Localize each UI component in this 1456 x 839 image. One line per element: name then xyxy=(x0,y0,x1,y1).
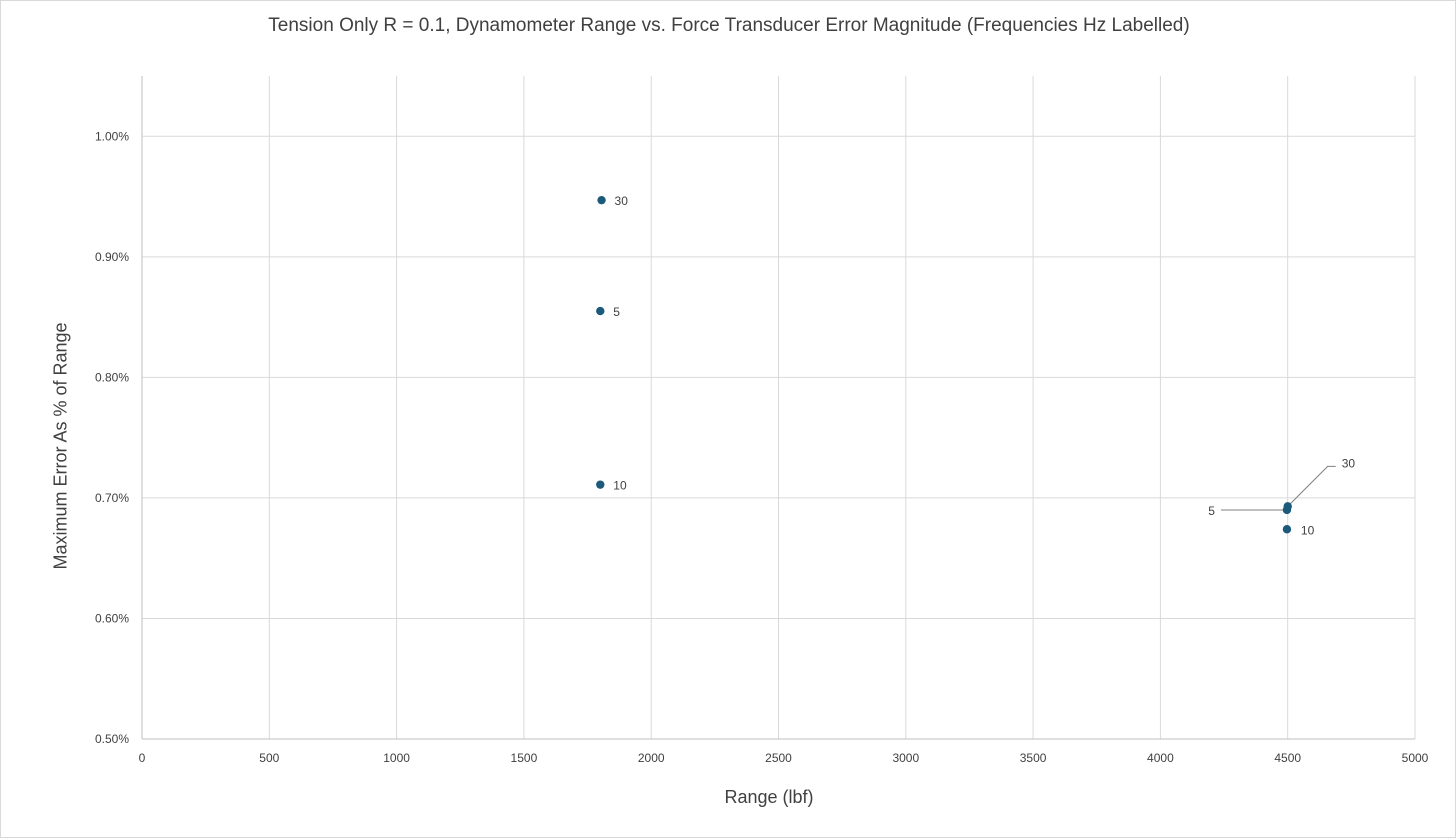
x-tick-label: 5000 xyxy=(1402,751,1429,765)
x-tick-label: 2000 xyxy=(638,751,665,765)
data-label: 5 xyxy=(1208,504,1215,518)
data-point xyxy=(1282,505,1292,515)
x-tick-label: 3000 xyxy=(892,751,919,765)
data-label: 30 xyxy=(1342,456,1356,470)
data-point xyxy=(597,195,606,205)
data-label: 5 xyxy=(613,305,620,319)
x-tick-label: 2500 xyxy=(765,751,792,765)
data-point xyxy=(596,306,605,316)
chart-title: Tension Only R = 0.1, Dynamometer Range … xyxy=(268,15,1190,36)
data-label-leader-line xyxy=(1287,465,1336,507)
data-point xyxy=(596,480,605,489)
x-tick-label: 0 xyxy=(139,751,146,765)
x-tick-label: 1500 xyxy=(511,751,538,765)
y-tick-label: 0.80% xyxy=(95,370,129,384)
x-tick-label: 500 xyxy=(259,751,279,765)
data-label: 30 xyxy=(615,194,629,208)
y-axis-title: Maximum Error As % of Range xyxy=(50,322,71,570)
x-tick-label: 1000 xyxy=(383,751,410,765)
data-point xyxy=(1282,525,1292,534)
data-label: 10 xyxy=(613,479,627,493)
x-tick-label: 4500 xyxy=(1274,751,1301,765)
data-label: 10 xyxy=(1301,523,1315,537)
y-tick-label: 1.00% xyxy=(95,129,129,143)
y-tick-label: 0.70% xyxy=(95,491,129,505)
y-tick-label: 0.60% xyxy=(95,611,129,625)
x-axis-title: Range (lbf) xyxy=(724,787,814,807)
y-tick-label: 0.50% xyxy=(95,732,129,746)
y-tick-label: 0.90% xyxy=(95,250,129,264)
x-tick-label: 3500 xyxy=(1020,751,1047,765)
x-tick-label: 4000 xyxy=(1147,751,1174,765)
